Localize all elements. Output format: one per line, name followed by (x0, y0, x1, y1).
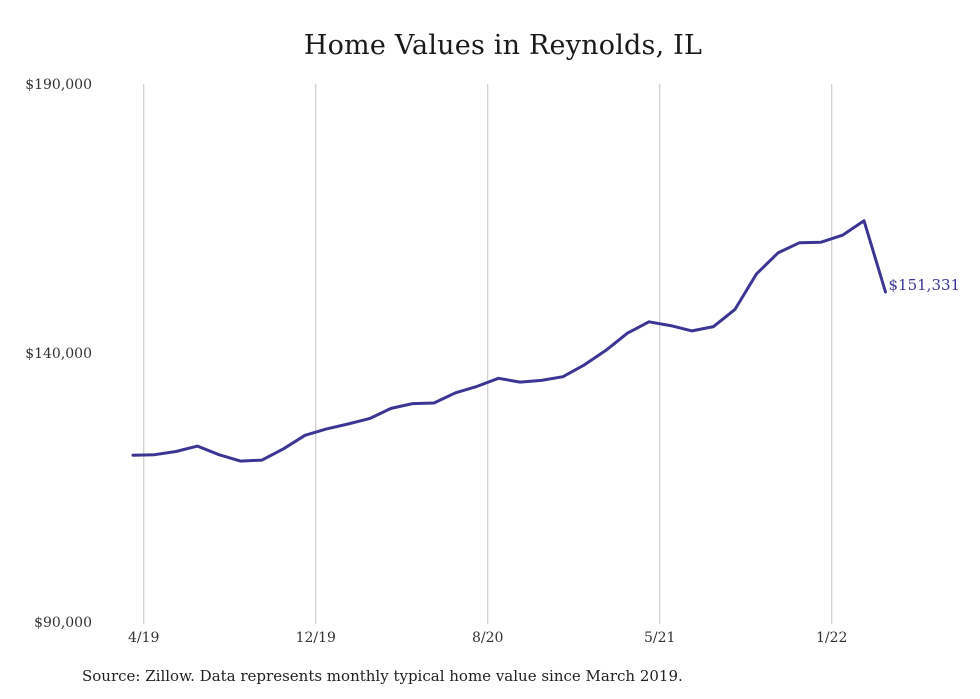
y-tick-label: $190,000 (25, 77, 92, 93)
x-tick-label: 12/19 (296, 630, 336, 646)
data-labels: $151,331 (889, 276, 961, 294)
end-value-label: $151,331 (889, 276, 961, 294)
y-tick-label: $140,000 (25, 346, 92, 362)
y-tick-label: $90,000 (34, 615, 92, 631)
series-line (131, 219, 887, 463)
x-axis-labels: 4/19 12/19 8/20 5/21 1/22 (128, 630, 847, 646)
y-axis-labels: $190,000 $140,000 $90,000 (25, 77, 92, 631)
vertical-gridlines (143, 84, 833, 624)
x-tick-label: 1/22 (816, 630, 847, 646)
x-tick-label: 4/19 (128, 630, 159, 646)
x-tick-label: 8/20 (472, 630, 503, 646)
series-layer (131, 219, 887, 463)
source-note: Source: Zillow. Data represents monthly … (82, 667, 683, 685)
x-tick-label: 5/21 (644, 630, 675, 646)
chart-title: Home Values in Reynolds, IL (303, 30, 703, 61)
